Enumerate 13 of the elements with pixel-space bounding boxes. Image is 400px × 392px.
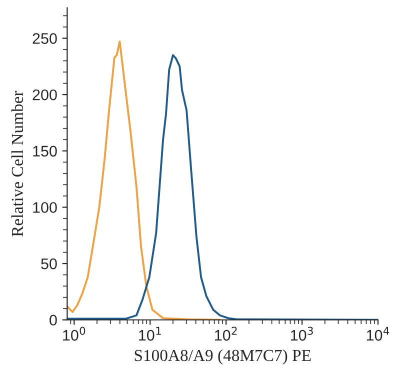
y-tick-label: 0 — [50, 314, 57, 326]
y-tick-label: 200 — [32, 89, 57, 100]
y-tick-label: 250 — [32, 33, 57, 44]
y-tick-label: 150 — [33, 146, 57, 157]
x-tick-label: 10$^{1}$ — [139, 326, 161, 341]
x-tick-label: 10$^{3}$ — [290, 326, 313, 341]
y-axis-title: Relative Cell Number — [11, 90, 24, 237]
x-tick-label: 10$^{0}$ — [63, 326, 86, 341]
y-tick-label: 100 — [33, 202, 57, 213]
x-axis-title: S100A8/A9 (48M7C7) PE — [134, 349, 311, 365]
x-tick-label: 10$^{2}$ — [215, 326, 237, 341]
y-tick-label: 50 — [41, 258, 57, 270]
x-tick-label: 10$^{4}$ — [366, 326, 390, 341]
